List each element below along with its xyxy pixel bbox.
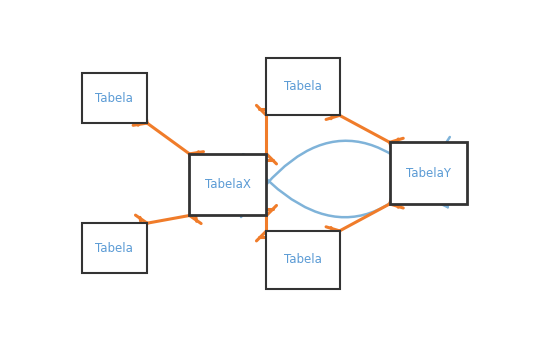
Text: Tabela: Tabela: [96, 242, 133, 255]
Bar: [267, 231, 340, 289]
Bar: [81, 223, 147, 273]
FancyArrowPatch shape: [241, 141, 448, 217]
Bar: [189, 154, 267, 215]
Bar: [267, 58, 340, 115]
Text: Tabela: Tabela: [284, 80, 322, 93]
Text: Tabela: Tabela: [96, 92, 133, 105]
Bar: [81, 73, 147, 123]
FancyArrowPatch shape: [243, 137, 450, 217]
Text: TabelaY: TabelaY: [406, 166, 450, 180]
Text: TabelaX: TabelaX: [205, 178, 251, 191]
Text: Tabela: Tabela: [284, 253, 322, 266]
Bar: [389, 142, 466, 204]
